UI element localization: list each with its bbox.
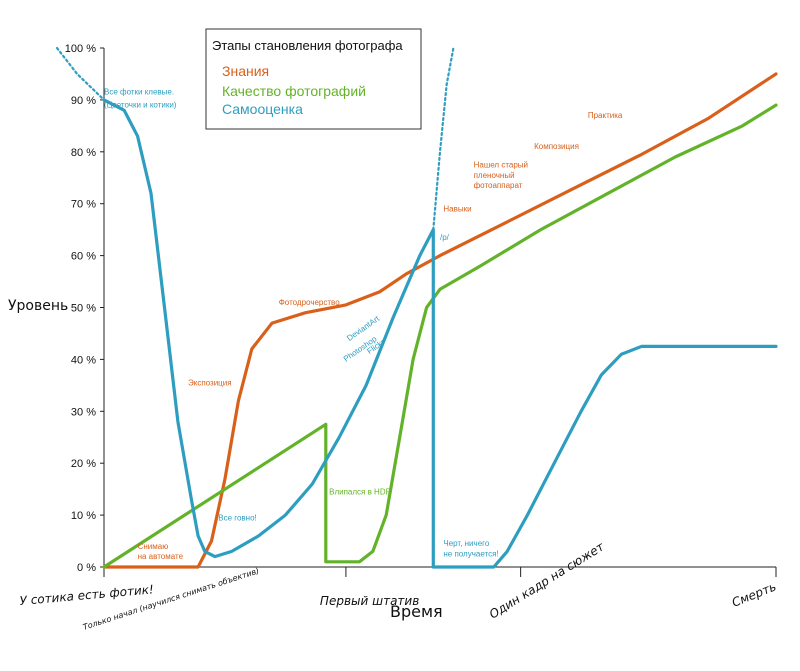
y-tick-label: 0 % [77,562,96,574]
y-tick-label: 40 % [71,354,96,366]
annotation-label: Практика [588,111,623,120]
annotation-label: Нашел старый [474,160,528,169]
y-tick-label: 80 % [71,147,96,159]
line-photo-quality [102,103,778,569]
legend-entry-knowledge: Знания [222,63,269,79]
annotation-label: /p/ [440,233,450,242]
x-axis-label: Время [390,602,443,621]
annotation-label: Снимаю [138,542,169,551]
annotation-label: Черт, ничего [443,539,490,548]
annotation-label: не получается! [443,550,498,559]
annotation-label: Влипался в HDR [329,487,392,496]
axes [103,48,776,568]
annotation-label: пленочный [474,171,515,180]
series-lines [55,46,778,569]
y-tick-label: 50 % [71,303,96,315]
y-tick-label: 90 % [71,95,96,107]
legend-entry-self-esteem: Самооценка [222,101,303,117]
annotation-label: Композиция [534,142,579,151]
annotations: Все фотки клевые. (Цветочки и котики) Эксп… [104,88,623,562]
dotted-extension [432,46,455,231]
y-tick-label: 10 % [71,510,96,522]
annotation-label: на автомате [138,552,184,561]
y-tick-label: 20 % [71,458,96,470]
x-milestone-label: Первый штатив [320,594,419,608]
x-milestone-label: Смерть [730,579,778,609]
annotation-label: DeviantArt [345,314,381,343]
chart-title: Этапы становления фотографа [212,38,403,53]
y-tick-label: 70 % [71,199,96,211]
legend: Этапы становления фотографа Знания Качес… [205,28,422,130]
legend-box [205,28,422,130]
y-axis-label: Уровень [8,298,68,314]
annotation-label: фотоаппарат [474,181,523,190]
legend-entry-quality: Качество фотографий [222,83,366,99]
annotation-label: Экспозиция [188,378,232,387]
y-ticks: 0 % 10 % 20 % 30 % 40 % 50 % 60 % 70 % 80 % 90 % 1… [65,43,104,574]
y-tick-label: 60 % [71,251,96,263]
line-knowledge [102,72,778,569]
y-tick-label: 100 % [65,43,96,55]
annotation-label: Фотодрочерство [279,298,340,307]
x-milestone-label: Один кадр на сюжет [487,539,608,622]
annotation-label: Навыки [443,204,471,213]
line-self-esteem [102,98,778,569]
y-tick-label: 30 % [71,406,96,418]
annotation-label: Все говно! [218,513,257,522]
dotted-extension [55,46,106,101]
annotation-label: Все фотки клевые. [104,88,174,97]
annotation-label: (Цветочки и котики) [104,101,177,110]
x-milestone-label: У сотика есть фотик! [19,582,154,608]
